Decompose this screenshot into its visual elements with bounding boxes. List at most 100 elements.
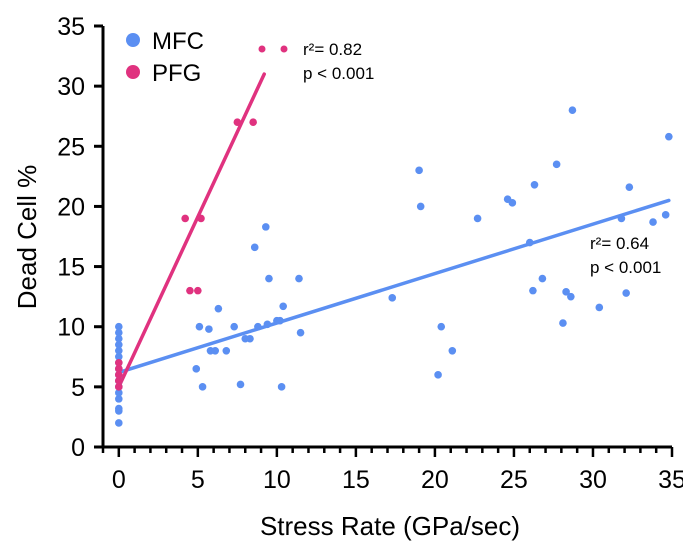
y-tick-label: 0 bbox=[71, 434, 85, 462]
data-point-mfc bbox=[115, 395, 123, 403]
data-point-pfg bbox=[181, 214, 189, 223]
annot-mfc-r2: r²= 0.64 bbox=[590, 234, 649, 253]
data-point-mfc bbox=[625, 183, 634, 191]
legend: MFC PFG bbox=[126, 28, 204, 87]
data-point-pfg bbox=[115, 365, 123, 373]
data-point-mfc bbox=[559, 319, 567, 327]
data-point-mfc bbox=[115, 352, 123, 361]
data-point-mfc bbox=[115, 340, 123, 349]
data-point-mfc bbox=[261, 223, 270, 231]
data-point-mfc bbox=[448, 346, 457, 355]
data-point-mfc bbox=[649, 218, 657, 226]
data-point-mfc bbox=[295, 274, 303, 283]
data-point-pfg bbox=[115, 371, 123, 379]
y-tick-label: 20 bbox=[57, 193, 85, 221]
data-point-mfc bbox=[254, 322, 262, 331]
data-point-mfc bbox=[263, 320, 272, 329]
data-point-mfc bbox=[250, 243, 259, 252]
x-tick-label: 35 bbox=[658, 466, 683, 494]
x-axis-title: Stress Rate (GPa/sec) bbox=[260, 511, 520, 541]
data-point-mfc bbox=[296, 328, 305, 337]
data-point-mfc bbox=[205, 325, 213, 333]
data-point-pfg bbox=[249, 118, 257, 127]
legend-label-pfg: PFG bbox=[152, 60, 201, 87]
data-point-mfc bbox=[115, 419, 123, 427]
data-point-mfc bbox=[665, 132, 673, 141]
data-point-pfg bbox=[197, 214, 205, 223]
data-point-mfc bbox=[214, 304, 223, 313]
data-point-mfc bbox=[277, 383, 286, 391]
axes: 0 5 10 15 20 25 30 35 0 5 10 15 20 25 30 35 bbox=[57, 13, 683, 494]
data-point-mfc bbox=[508, 199, 517, 207]
data-point-pfg bbox=[115, 383, 123, 391]
y-tick-label: 35 bbox=[57, 13, 85, 41]
data-point-pfg bbox=[194, 286, 202, 295]
data-point-mfc bbox=[416, 202, 425, 211]
data-point-mfc bbox=[562, 288, 570, 296]
data-points bbox=[115, 106, 673, 427]
data-point-mfc bbox=[473, 214, 482, 223]
data-point-mfc bbox=[115, 389, 123, 397]
x-tick-label: 5 bbox=[191, 466, 205, 494]
annotations: r²= 0.82 p < 0.001 r²= 0.64 p < 0.001 bbox=[258, 40, 661, 277]
fit-line-pfg bbox=[117, 72, 266, 389]
data-point-mfc bbox=[279, 302, 287, 311]
data-point-mfc bbox=[198, 383, 207, 391]
data-point-mfc bbox=[568, 106, 577, 114]
data-point-mfc bbox=[276, 316, 284, 325]
data-point-mfc bbox=[530, 180, 539, 189]
data-point-mfc bbox=[622, 289, 630, 297]
data-point-mfc bbox=[115, 322, 123, 331]
data-point-mfc bbox=[265, 274, 273, 283]
legend-marker-mfc bbox=[126, 33, 140, 47]
data-point-pfg bbox=[115, 359, 123, 367]
data-point-mfc bbox=[567, 292, 575, 301]
data-point-mfc bbox=[617, 214, 626, 223]
data-point-mfc bbox=[434, 371, 442, 379]
data-point-pfg bbox=[186, 286, 194, 295]
data-point-mfc bbox=[115, 328, 123, 337]
x-tick-label: 0 bbox=[112, 466, 126, 494]
legend-marker-pfg bbox=[126, 65, 140, 79]
x-tick-label: 20 bbox=[421, 466, 449, 494]
data-point-mfc bbox=[222, 346, 231, 355]
annot-mfc-p: p < 0.001 bbox=[590, 258, 661, 277]
annot-pfg-r2: r²= 0.82 bbox=[303, 40, 362, 59]
data-point-mfc bbox=[115, 404, 123, 413]
data-point-mfc bbox=[388, 294, 397, 302]
data-point-mfc bbox=[595, 303, 604, 312]
data-point-mfc bbox=[115, 334, 123, 343]
data-point-mfc bbox=[552, 160, 561, 169]
legend-label-mfc: MFC bbox=[152, 28, 204, 55]
regression-lines bbox=[117, 72, 671, 389]
annot-marker-pfg bbox=[258, 45, 266, 53]
y-tick-label: 25 bbox=[57, 133, 85, 161]
data-point-mfc bbox=[195, 322, 204, 331]
y-tick-label: 30 bbox=[57, 73, 85, 101]
data-point-mfc bbox=[230, 322, 238, 331]
annot-marker-pfg bbox=[280, 45, 288, 53]
data-point-mfc bbox=[529, 286, 537, 295]
fit-line-mfc bbox=[117, 198, 671, 375]
y-tick-label: 15 bbox=[57, 254, 85, 282]
data-point-mfc bbox=[415, 166, 423, 175]
data-point-mfc bbox=[115, 346, 123, 355]
x-tick-label: 15 bbox=[342, 466, 370, 494]
data-point-mfc bbox=[538, 274, 547, 283]
x-tick-label: 25 bbox=[500, 466, 528, 494]
x-tick-label: 10 bbox=[263, 466, 291, 494]
y-tick-label: 5 bbox=[71, 374, 85, 402]
data-point-pfg bbox=[115, 377, 123, 385]
data-point-pfg bbox=[233, 118, 242, 127]
data-point-mfc bbox=[246, 334, 254, 343]
x-tick-label: 30 bbox=[579, 466, 607, 494]
data-point-mfc bbox=[192, 365, 201, 373]
data-point-mfc bbox=[236, 380, 245, 389]
data-point-mfc bbox=[211, 346, 220, 355]
data-point-mfc bbox=[661, 211, 670, 219]
y-axis-title: Dead Cell % bbox=[12, 165, 42, 310]
data-point-mfc bbox=[525, 238, 534, 247]
y-tick-label: 10 bbox=[57, 314, 85, 342]
data-point-mfc bbox=[437, 322, 446, 331]
